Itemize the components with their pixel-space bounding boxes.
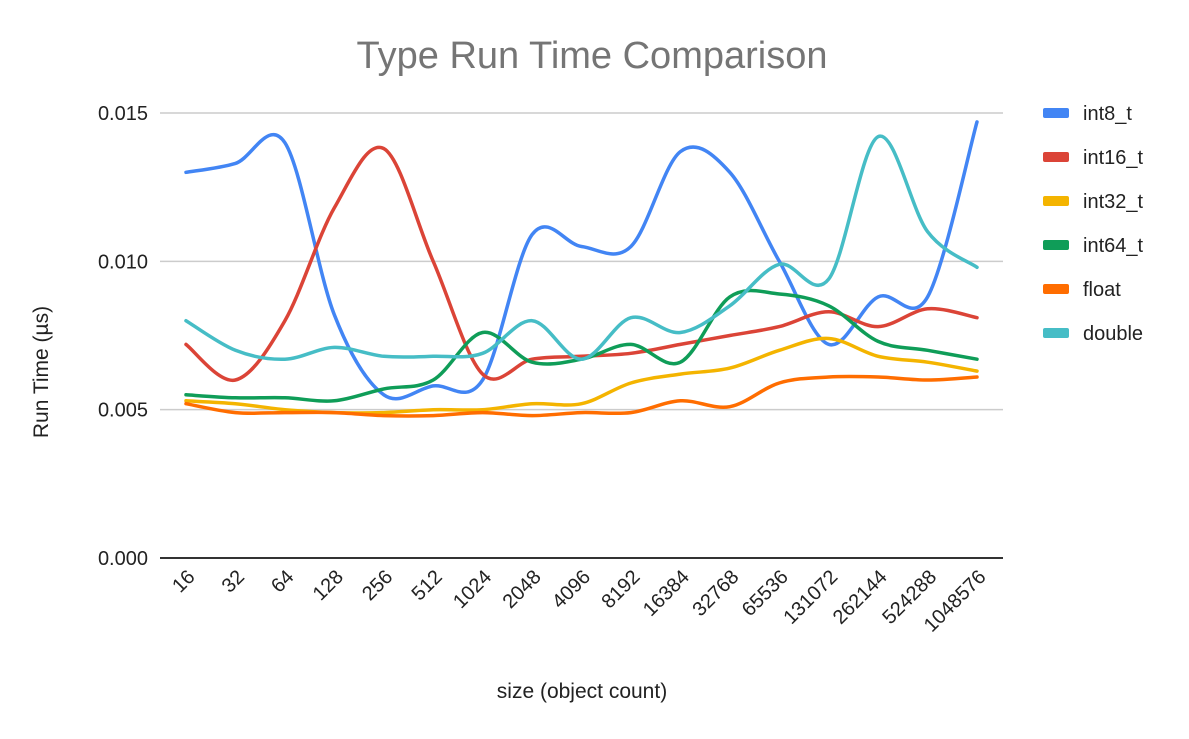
legend-swatch-int8-t — [1043, 108, 1069, 118]
legend-label-double: double — [1083, 323, 1143, 345]
x-tick-label: 16384 — [639, 566, 694, 621]
x-tick-label: 1024 — [449, 566, 496, 613]
gridlines — [160, 112, 1003, 559]
series-line-int8-t — [184, 120, 979, 401]
x-tick-label: 32 — [218, 566, 249, 597]
x-tick-label: 4096 — [548, 566, 595, 613]
series-line-int64-t — [184, 288, 979, 403]
y-tick-label: 0.000 — [98, 548, 148, 570]
x-tick-label: 64 — [267, 566, 298, 597]
x-tick-label: 2048 — [499, 566, 546, 613]
legend-label-int8-t: int8_t — [1083, 103, 1132, 125]
series-line-float — [184, 374, 979, 418]
y-axis-ticks: 0.000 0.005 0.010 0.015 — [98, 103, 148, 570]
legend-swatch-double — [1043, 328, 1069, 338]
legend-swatch-int32-t — [1043, 196, 1069, 206]
legend-swatch-float — [1043, 284, 1069, 294]
x-tick-label: 512 — [408, 566, 447, 605]
x-tick-label: 16 — [168, 566, 199, 597]
legend-swatch-int16-t — [1043, 152, 1069, 162]
legend-label-int64-t: int64_t — [1083, 235, 1143, 257]
x-tick-label: 262144 — [829, 566, 892, 629]
series-lines — [184, 120, 979, 418]
x-tick-label: 128 — [309, 566, 348, 605]
chart-title: Type Run Time Comparison — [357, 35, 828, 77]
x-tick-label: 32768 — [688, 566, 743, 621]
legend-label-int16-t: int16_t — [1083, 147, 1143, 169]
x-axis-title: size (object count) — [497, 680, 667, 703]
legend-swatch-int64-t — [1043, 240, 1069, 250]
series-line-double — [184, 134, 979, 361]
x-axis-ticks: 16 32 64 128 256 512 1024 2048 4096 8192163843276… — [168, 566, 990, 637]
y-axis-title: Run Time (µs) — [30, 306, 53, 438]
x-tick-label: 131072 — [779, 566, 842, 629]
y-tick-label: 0.010 — [98, 251, 148, 273]
legend-label-float: float — [1083, 279, 1121, 301]
legend-label-int32-t: int32_t — [1083, 191, 1143, 213]
series-line-int16-t — [184, 145, 979, 382]
x-tick-label: 8192 — [597, 566, 644, 613]
y-tick-label: 0.005 — [98, 400, 148, 422]
x-tick-label: 256 — [358, 566, 397, 605]
y-tick-label: 0.015 — [98, 103, 148, 125]
